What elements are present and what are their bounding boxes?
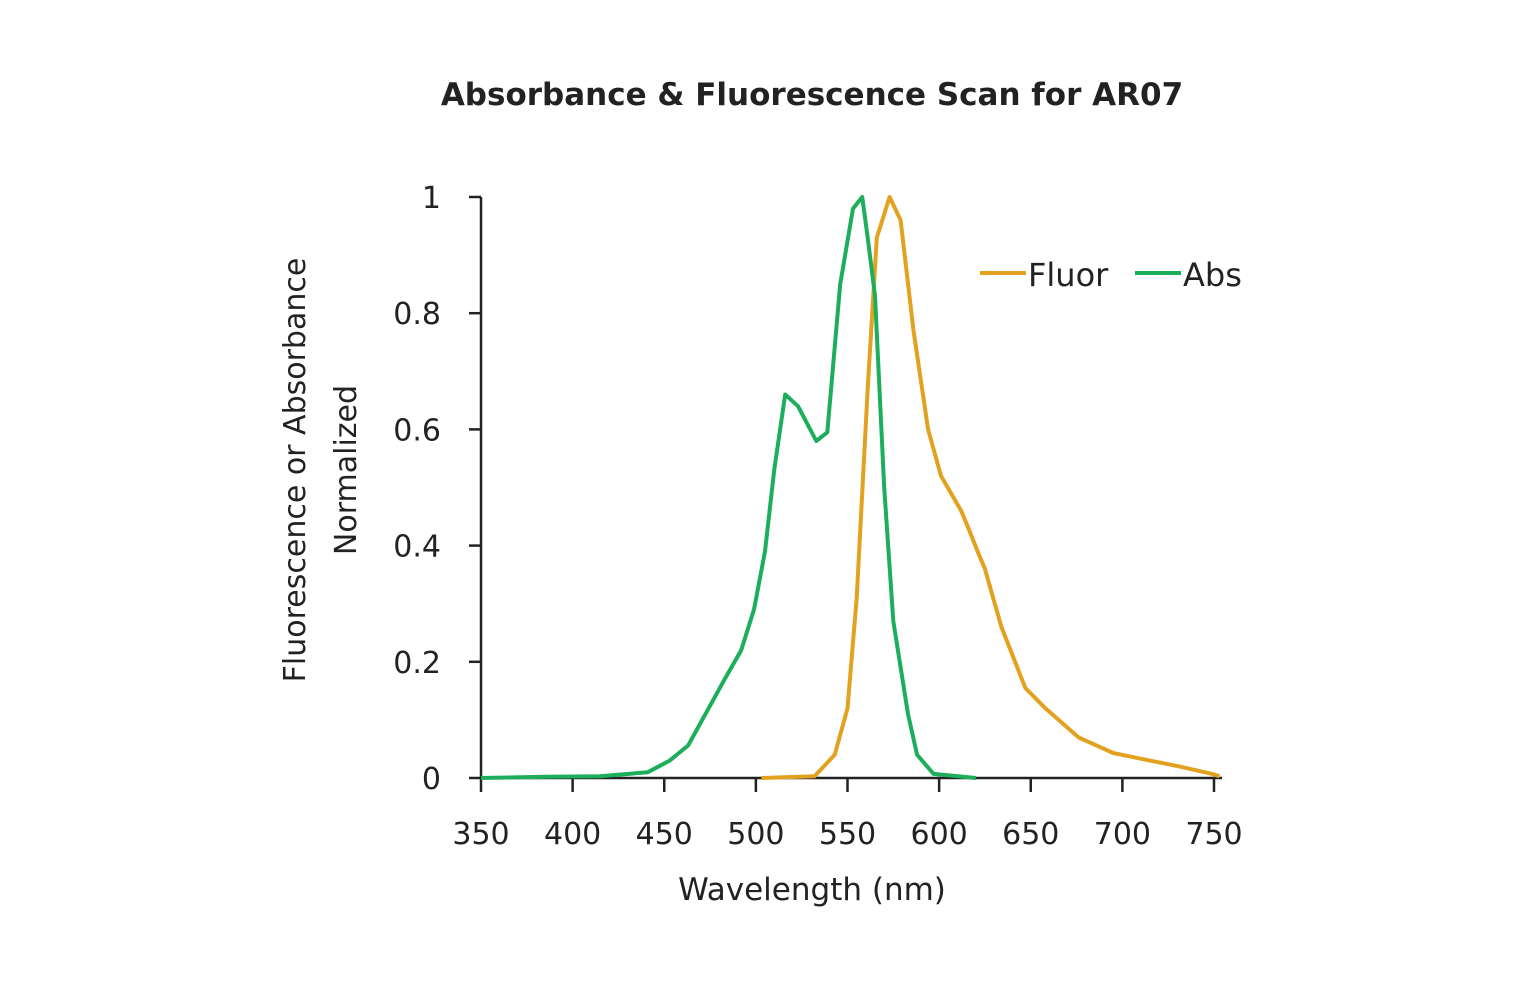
series-line-abs <box>480 195 976 780</box>
series-group <box>480 195 1221 780</box>
x-tick-label: 450 <box>636 817 693 852</box>
x-tick-label: 550 <box>819 817 876 852</box>
series-line-fluor <box>761 195 1221 780</box>
x-tick-label: 400 <box>544 817 601 852</box>
y-tick-label: 0.8 <box>393 297 441 332</box>
y-tick-label: 0.2 <box>393 646 441 681</box>
y-tick-label: 0.6 <box>393 413 441 448</box>
x-tick-label: 700 <box>1094 817 1151 852</box>
x-tick-label: 500 <box>727 817 784 852</box>
x-axis-label: Wavelength (nm) <box>678 872 946 908</box>
x-tick-label: 750 <box>1185 817 1242 852</box>
x-tick-label: 350 <box>452 817 509 852</box>
legend-label-abs: Abs <box>1183 256 1242 294</box>
axes: 350 400 450 500 550 600 650 700 750 0 0.2 0.4 0.6 0.8… <box>393 181 1242 852</box>
chart-title: Absorbance & Fluorescence Scan for AR07 <box>441 77 1183 113</box>
y-tick-label: 0 <box>422 762 441 797</box>
y-axis-label-line-1: Fluorescence or Absorbance <box>278 258 313 683</box>
legend-label-fluor: Fluor <box>1028 256 1109 294</box>
y-tick-label: 0.4 <box>393 530 441 565</box>
y-axis-label-line-2: Normalized <box>329 385 364 555</box>
x-tick-label: 600 <box>910 817 967 852</box>
x-tick-label: 650 <box>1002 817 1059 852</box>
legend: Fluor Abs <box>980 256 1242 294</box>
y-tick-label: 1 <box>422 181 441 216</box>
